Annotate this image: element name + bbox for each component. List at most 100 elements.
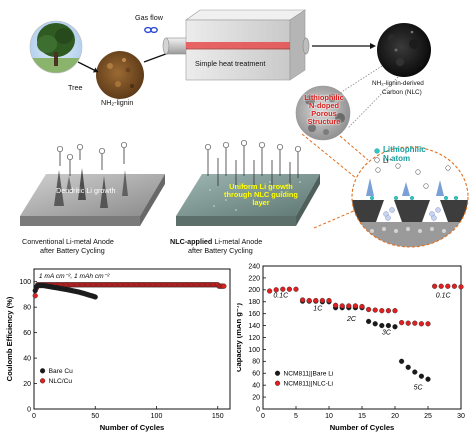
lignin-label: NH₂-lignin: [101, 98, 134, 107]
x-axis-label: Number of Cycles: [330, 423, 395, 432]
capacity-point: [399, 358, 405, 364]
condition-annotation: 1 mA cm⁻², 1 mAh cm⁻²: [39, 273, 110, 280]
legend-label: NLC/Cu: [49, 378, 73, 385]
capacity-point: [372, 307, 378, 313]
y-tick-label: 40: [252, 383, 260, 390]
x-tick-label: 50: [91, 413, 99, 420]
legend-natom-line2: N atom: [383, 154, 411, 163]
y-axis-label: Coulomb Efficiency (%): [5, 296, 14, 381]
x-tick-label: 150: [212, 413, 224, 420]
capacity-point: [306, 297, 312, 304]
conventional-title-line2: after Battery Cycling: [40, 246, 105, 255]
legend-marker: [274, 380, 281, 386]
capacity-point: [458, 284, 464, 290]
y-tick-label: 140: [248, 323, 260, 330]
capacity-point: [280, 286, 286, 292]
furnace: [162, 9, 310, 81]
porous-structure: [296, 86, 350, 140]
x-tick-label: 100: [151, 413, 163, 420]
capacity-point: [399, 320, 405, 326]
plot-frame: [33, 268, 231, 410]
y-tick-label: 20: [252, 394, 260, 401]
capacity-point: [366, 318, 372, 325]
legend-marker: [274, 370, 281, 376]
capacity-chart: 0 5 10 15 20 25 30 0 20 40 60 80 100 120 140 160 180 200 2…: [237, 263, 465, 432]
legend-li: Li⁺: [383, 156, 393, 165]
legend-label: Bare Cu: [49, 368, 74, 375]
x-axis-label: Number of Cycles: [100, 423, 165, 432]
x-tick-label: 20: [391, 413, 399, 420]
capacity-point: [405, 320, 411, 326]
nlc-title-line1: NLC-applied Li-metal Anode: [170, 237, 263, 246]
y-axis-label: Capacity (mAh g⁻¹): [237, 303, 243, 372]
x-tick-label: 5: [294, 413, 298, 420]
capacity-point: [432, 283, 438, 289]
legend-label: NCM811||NLC-Li: [284, 381, 334, 388]
capacity-point: [438, 283, 444, 289]
capacity-point: [379, 322, 385, 329]
capacity-point: [319, 297, 326, 304]
capacity-point: [366, 306, 372, 313]
legend-natom-line1: Lithiophilic: [383, 145, 426, 154]
capacity-point: [273, 287, 279, 293]
y-tick-label: 220: [248, 275, 260, 282]
capacity-point: [418, 321, 425, 327]
capacity-point: [418, 373, 425, 379]
y-tick-label: 100: [19, 279, 31, 286]
uniform-label: Uniform Li growth through NLC guiding la…: [224, 182, 298, 208]
x-tick-label: 10: [325, 413, 333, 420]
legend-marker: [39, 378, 46, 384]
schematic: [20, 9, 469, 248]
rate-label: 1C: [313, 306, 323, 313]
y-tick-label: 60: [252, 371, 260, 378]
x-tick-label: 25: [424, 413, 432, 420]
nlc-cu-point: [221, 283, 227, 289]
conventional-title-line1: Conventional Li-metal Anode: [22, 237, 114, 246]
rate-label: 0.1C: [273, 293, 289, 300]
legend-label: NCM811||Bare Li: [284, 371, 334, 378]
capacity-point: [359, 303, 365, 310]
capacity-point: [425, 376, 431, 382]
capacity-point: [332, 302, 339, 308]
capacity-point: [339, 303, 345, 309]
y-tick-label: 40: [23, 355, 31, 362]
x-tick-label: 15: [358, 413, 366, 420]
capacity-point: [451, 283, 458, 289]
capacity-point: [326, 297, 332, 304]
zoom-circle: [351, 146, 469, 248]
dendritic-label: Dendritic Li growth: [56, 186, 116, 195]
coulomb-efficiency-chart: 0 50 100 150 0 20 40 60 80 100 Number of Cycles Cou…: [5, 268, 231, 432]
capacity-point: [352, 303, 359, 309]
capacity-point: [372, 321, 378, 327]
y-tick-label: 100: [248, 347, 260, 354]
nlc-anode: [176, 174, 320, 226]
capacity-point: [385, 308, 392, 314]
lithiophilic-structure-label: Lithiophilic N-doped Porous Structure: [304, 93, 344, 126]
rate-label: 5C: [414, 384, 424, 391]
y-tick-label: 80: [252, 359, 260, 366]
capacity-point: [385, 322, 392, 329]
y-tick-label: 20: [23, 381, 31, 388]
x-tick-label: 30: [457, 413, 465, 420]
bare-cu-point: [92, 294, 98, 300]
y-tick-label: 0: [256, 406, 260, 413]
gas-flow-label: Gas flow: [135, 13, 163, 22]
rate-label: 0.1C: [436, 293, 452, 300]
tree-photo: [30, 21, 82, 73]
y-tick-label: 200: [248, 287, 260, 294]
capacity-point: [392, 308, 398, 314]
capacity-point: [412, 369, 418, 375]
y-tick-label: 120: [248, 335, 260, 342]
capacity-point: [293, 286, 299, 292]
nlc-title-line2: after Battery Cycling: [188, 246, 253, 255]
capacity-point: [379, 308, 385, 314]
rate-label: 3C: [382, 330, 392, 337]
nlc-label-line1: NH₂-lignin-derived: [372, 80, 424, 87]
legend-marker: [39, 368, 46, 374]
x-tick-label: 0: [32, 413, 36, 420]
capacity-point: [299, 297, 306, 303]
capacity-point: [412, 320, 418, 326]
heat-treatment-label: Simple heat treatment: [195, 59, 266, 68]
capacity-point: [392, 324, 398, 330]
rate-label: 2C: [346, 316, 357, 323]
